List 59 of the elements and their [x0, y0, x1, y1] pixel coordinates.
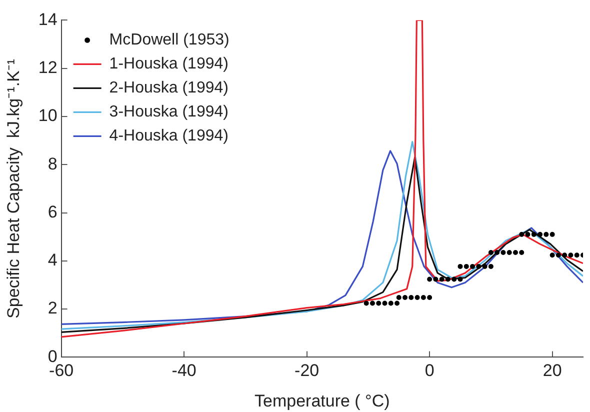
point — [488, 250, 494, 255]
point — [439, 276, 444, 282]
point — [452, 276, 457, 282]
point — [433, 276, 438, 282]
legend-label: 1-Houska (1994) — [109, 56, 228, 73]
x-tick-label: -40 — [172, 361, 196, 380]
point — [445, 276, 450, 282]
legend-label: McDowell (1953) — [109, 32, 230, 49]
point — [414, 295, 420, 300]
point — [550, 252, 555, 258]
y-tick-label: 4 — [48, 250, 58, 270]
y-tick-label: 6 — [48, 202, 58, 222]
y-tick-label: 2 — [48, 298, 58, 318]
x-tick-label: -20 — [294, 361, 320, 380]
point — [525, 232, 530, 237]
point — [382, 300, 388, 306]
y-tick-label: 12 — [38, 58, 58, 78]
point — [482, 264, 488, 269]
point — [574, 252, 580, 258]
point — [408, 295, 414, 300]
point — [506, 250, 512, 255]
point — [376, 300, 382, 306]
point — [538, 232, 543, 237]
point — [488, 264, 494, 269]
y-tick-label: 14 — [38, 10, 58, 29]
point — [427, 276, 432, 282]
point — [402, 295, 408, 300]
x-tick-label: 20 — [542, 361, 562, 380]
point — [394, 300, 400, 306]
point — [464, 264, 469, 269]
point — [544, 232, 549, 237]
point — [370, 300, 375, 306]
legend-label: 3-Houska (1994) — [109, 104, 228, 121]
point — [550, 232, 555, 237]
point — [458, 264, 463, 269]
point — [500, 250, 506, 255]
y-tick-label: 10 — [38, 106, 58, 126]
legend-label: 4-Houska (1994) — [109, 128, 228, 145]
point — [519, 250, 524, 255]
point — [519, 232, 524, 237]
legend-label: 2-Houska (1994) — [109, 80, 228, 97]
point — [364, 300, 369, 306]
point — [562, 252, 568, 258]
point — [494, 250, 500, 255]
point — [568, 252, 574, 258]
point — [556, 252, 561, 258]
point — [427, 295, 432, 300]
x-axis-title: Temperature ( °C) — [254, 391, 390, 410]
point — [388, 300, 394, 306]
point — [531, 232, 536, 237]
point — [476, 264, 482, 269]
x-tick-label: 0 — [424, 361, 434, 380]
point — [512, 250, 518, 255]
point — [420, 295, 426, 300]
y-axis-title: Specific Heat Capacity kJ.kg⁻¹.K⁻¹ — [4, 58, 23, 318]
point — [470, 264, 476, 269]
y-tick-label: 8 — [48, 154, 58, 174]
point — [396, 295, 402, 300]
point — [458, 276, 463, 282]
